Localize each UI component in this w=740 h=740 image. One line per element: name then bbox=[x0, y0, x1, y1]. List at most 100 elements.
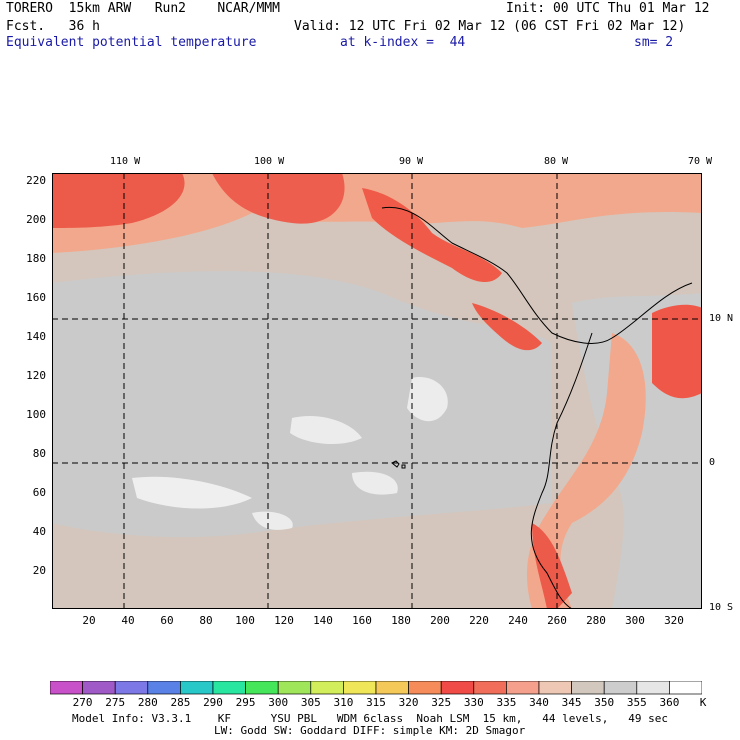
colorbar-swatch bbox=[603, 681, 638, 695]
colorbar-swatch bbox=[277, 681, 312, 695]
colorbar-swatch bbox=[212, 681, 246, 695]
y-tick: 100 bbox=[26, 408, 46, 421]
colorbar-level-label: 285 bbox=[170, 696, 191, 709]
colorbar-swatch bbox=[82, 681, 116, 695]
lon-label-110w: 110 W bbox=[110, 156, 141, 167]
colorbar bbox=[50, 681, 702, 695]
y-tick: 20 bbox=[32, 564, 46, 577]
lat-label-10n: 10 N bbox=[709, 313, 734, 324]
x-tick: 60 bbox=[160, 614, 174, 627]
y-tick: 160 bbox=[26, 291, 46, 304]
colorbar-swatch bbox=[571, 681, 605, 695]
colorbar-level-label: 275 bbox=[105, 696, 126, 709]
colorbar-level-label: 290 bbox=[203, 696, 223, 709]
forecast-hour: Fcst. 36 h bbox=[6, 19, 100, 34]
y-tick: 80 bbox=[32, 447, 46, 460]
colorbar-level-label: 325 bbox=[431, 696, 452, 709]
colorbar-unit: K bbox=[699, 696, 707, 709]
colorbar-level-label: 350 bbox=[594, 696, 615, 709]
colorbar-swatch bbox=[636, 681, 670, 695]
y-tick: 200 bbox=[26, 213, 46, 226]
warm-belt-coast bbox=[527, 333, 646, 609]
colorbar-level-label: 270 bbox=[72, 696, 93, 709]
pale-patch bbox=[252, 511, 293, 530]
x-tick: 280 bbox=[586, 614, 606, 627]
colorbar-swatch bbox=[147, 681, 181, 695]
y-tick: 180 bbox=[26, 252, 46, 265]
colorbar-level-label: 330 bbox=[463, 696, 484, 709]
colorbar-level-label: 315 bbox=[366, 696, 386, 709]
lat-label-10s: 10 S bbox=[709, 602, 734, 613]
x-tick: 260 bbox=[547, 614, 567, 627]
colorbar-level-label: 360 bbox=[659, 696, 680, 709]
x-tick: 120 bbox=[274, 614, 294, 627]
colorbar-level-label: 295 bbox=[235, 696, 256, 709]
coastline-south-america bbox=[530, 332, 593, 609]
colorbar-swatch bbox=[473, 681, 507, 695]
hot-region-peru bbox=[532, 523, 572, 609]
x-tick: 40 bbox=[121, 614, 135, 627]
colorbar-level-label: 340 bbox=[529, 696, 549, 709]
colorbar-swatch bbox=[440, 681, 475, 695]
hot-region-venezuela bbox=[652, 304, 702, 399]
galapagos-islands bbox=[391, 460, 406, 469]
model-info: Model Info: V3.3.1 KF YSU PBL WDM 6class… bbox=[72, 712, 669, 725]
lon-label-90w: 90 W bbox=[399, 156, 424, 167]
colorbar-swatch bbox=[669, 681, 702, 695]
colorbar-swatch bbox=[375, 681, 409, 695]
cool-grey-region bbox=[52, 271, 552, 538]
colorbar-swatch bbox=[343, 681, 377, 695]
x-tick: 320 bbox=[664, 614, 684, 627]
x-tick: 80 bbox=[199, 614, 213, 627]
map-plot bbox=[52, 173, 702, 609]
colorbar-level-label: 300 bbox=[268, 696, 289, 709]
colorbar-swatch bbox=[506, 681, 540, 695]
colorbar-swatch bbox=[180, 681, 214, 695]
x-tick: 140 bbox=[313, 614, 333, 627]
pale-patch bbox=[132, 476, 252, 509]
x-tick: 20 bbox=[82, 614, 96, 627]
physics-info: LW: Godd SW: Goddard DIFF: simple KM: 2D… bbox=[214, 724, 526, 737]
x-tick: 160 bbox=[352, 614, 372, 627]
pale-patch bbox=[352, 471, 398, 495]
colorbar-swatch bbox=[538, 681, 572, 695]
x-tick: 100 bbox=[235, 614, 255, 627]
hot-region-costa-rica bbox=[472, 303, 542, 351]
x-tick: 220 bbox=[469, 614, 489, 627]
coastline-central-america bbox=[381, 206, 693, 344]
colorbar-swatch bbox=[310, 681, 344, 695]
colorbar-level-label: 310 bbox=[333, 696, 354, 709]
map-frame bbox=[52, 173, 702, 609]
y-tick: 60 bbox=[32, 486, 46, 499]
colorbar-level-label: 345 bbox=[561, 696, 582, 709]
y-tick: 140 bbox=[26, 330, 46, 343]
x-tick: 300 bbox=[625, 614, 645, 627]
colorbar-swatch bbox=[245, 681, 279, 695]
colorbar-swatch bbox=[408, 681, 442, 695]
init-time: Init: 00 UTC Thu 01 Mar 12 bbox=[506, 1, 710, 16]
field-name: Equivalent potential temperature bbox=[6, 35, 257, 50]
level-info: at k-index = 44 bbox=[340, 35, 466, 50]
colorbar-level-label: 320 bbox=[398, 696, 419, 709]
colorbar-level-label: 305 bbox=[300, 696, 321, 709]
colorbar-level-label: 335 bbox=[496, 696, 517, 709]
colorbar-swatch bbox=[114, 681, 149, 695]
pale-patch bbox=[290, 415, 362, 445]
pale-patch bbox=[407, 377, 448, 422]
y-tick: 120 bbox=[26, 369, 46, 382]
colorbar-swatch bbox=[50, 681, 83, 695]
smoothing-info: sm= 2 bbox=[634, 35, 674, 50]
hot-region-sierra bbox=[212, 173, 345, 224]
colorbar-level-label: 355 bbox=[626, 696, 647, 709]
y-tick: 40 bbox=[32, 525, 46, 538]
x-tick: 240 bbox=[508, 614, 528, 627]
lat-label-0: 0 bbox=[709, 457, 716, 468]
y-tick: 220 bbox=[26, 174, 46, 187]
hot-region-mexico bbox=[52, 173, 185, 228]
colorbar-level-label: 280 bbox=[137, 696, 158, 709]
x-tick: 180 bbox=[391, 614, 411, 627]
x-tick: 200 bbox=[430, 614, 450, 627]
lon-label-100w: 100 W bbox=[254, 156, 285, 167]
lon-label-70w: 70 W bbox=[688, 156, 713, 167]
valid-time: Valid: 12 UTC Fri 02 Mar 12 (06 CST Fri … bbox=[294, 19, 686, 34]
